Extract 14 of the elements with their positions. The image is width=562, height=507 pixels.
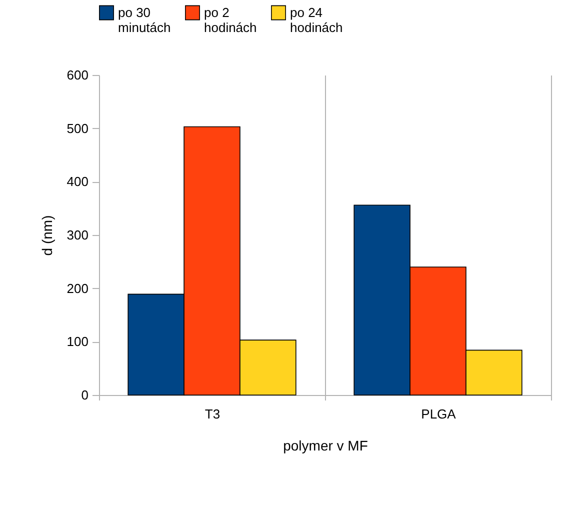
- y-axis-title: d (nm): [38, 215, 55, 256]
- y-tick-label: 0: [81, 388, 88, 402]
- y-tick-label: 600: [66, 68, 88, 82]
- y-tick-label: 500: [66, 120, 88, 136]
- y-tick-label: 200: [66, 280, 88, 296]
- y-tick-label: 400: [66, 174, 88, 190]
- x-tick-label: T3: [204, 406, 220, 422]
- legend-label: po 30 minutách: [118, 4, 171, 35]
- y-tick-label: 100: [66, 334, 88, 350]
- legend-label: po 2 hodinách: [204, 4, 257, 35]
- legend-label: po 24 hodinách: [290, 4, 343, 35]
- x-axis-title: polymer v MF: [283, 438, 368, 454]
- x-tick-label: PLGA: [421, 406, 456, 422]
- y-tick-label: 300: [66, 228, 88, 242]
